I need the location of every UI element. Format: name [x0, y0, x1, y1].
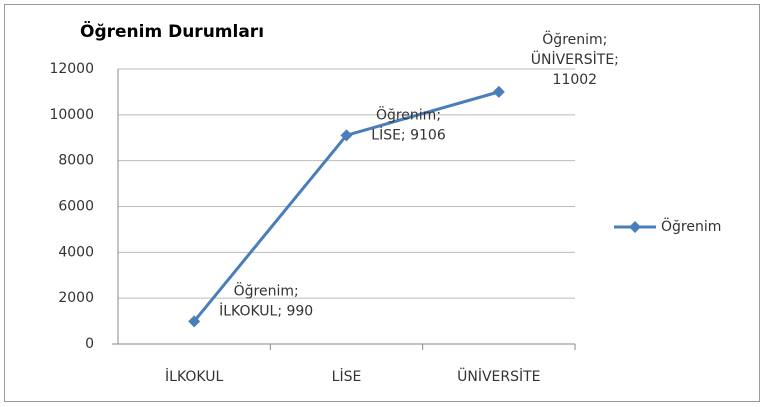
y-tick-label: 8000 — [58, 153, 94, 169]
y-tick-label: 0 — [85, 336, 94, 352]
legend-marker — [629, 221, 641, 233]
data-label: 11002 — [553, 72, 598, 88]
chart-border — [4, 4, 760, 402]
data-label: Öğrenim; — [234, 281, 299, 299]
marker — [188, 315, 201, 328]
data-label: Öğrenim; — [376, 105, 441, 123]
y-tick-label: 6000 — [58, 199, 94, 215]
y-tick-label: 10000 — [49, 107, 94, 123]
chart-title: Öğrenim Durumları — [80, 20, 264, 42]
marker — [492, 85, 505, 98]
data-label: İLKOKUL; 990 — [219, 301, 313, 319]
marker — [340, 129, 353, 142]
x-tick-label: İLKOKUL — [165, 367, 223, 385]
legend-label: Öğrenim — [661, 217, 721, 235]
y-tick-label: 2000 — [58, 290, 94, 306]
data-label: Öğrenim; — [542, 30, 607, 48]
x-tick-label: ÜNİVERSİTE — [457, 367, 540, 385]
data-label: LİSE; 9106 — [371, 125, 446, 143]
data-label: ÜNİVERSİTE; — [531, 50, 619, 68]
y-tick-label: 4000 — [58, 244, 94, 260]
y-tick-label: 12000 — [49, 61, 94, 77]
x-tick-label: LİSE — [332, 367, 362, 385]
